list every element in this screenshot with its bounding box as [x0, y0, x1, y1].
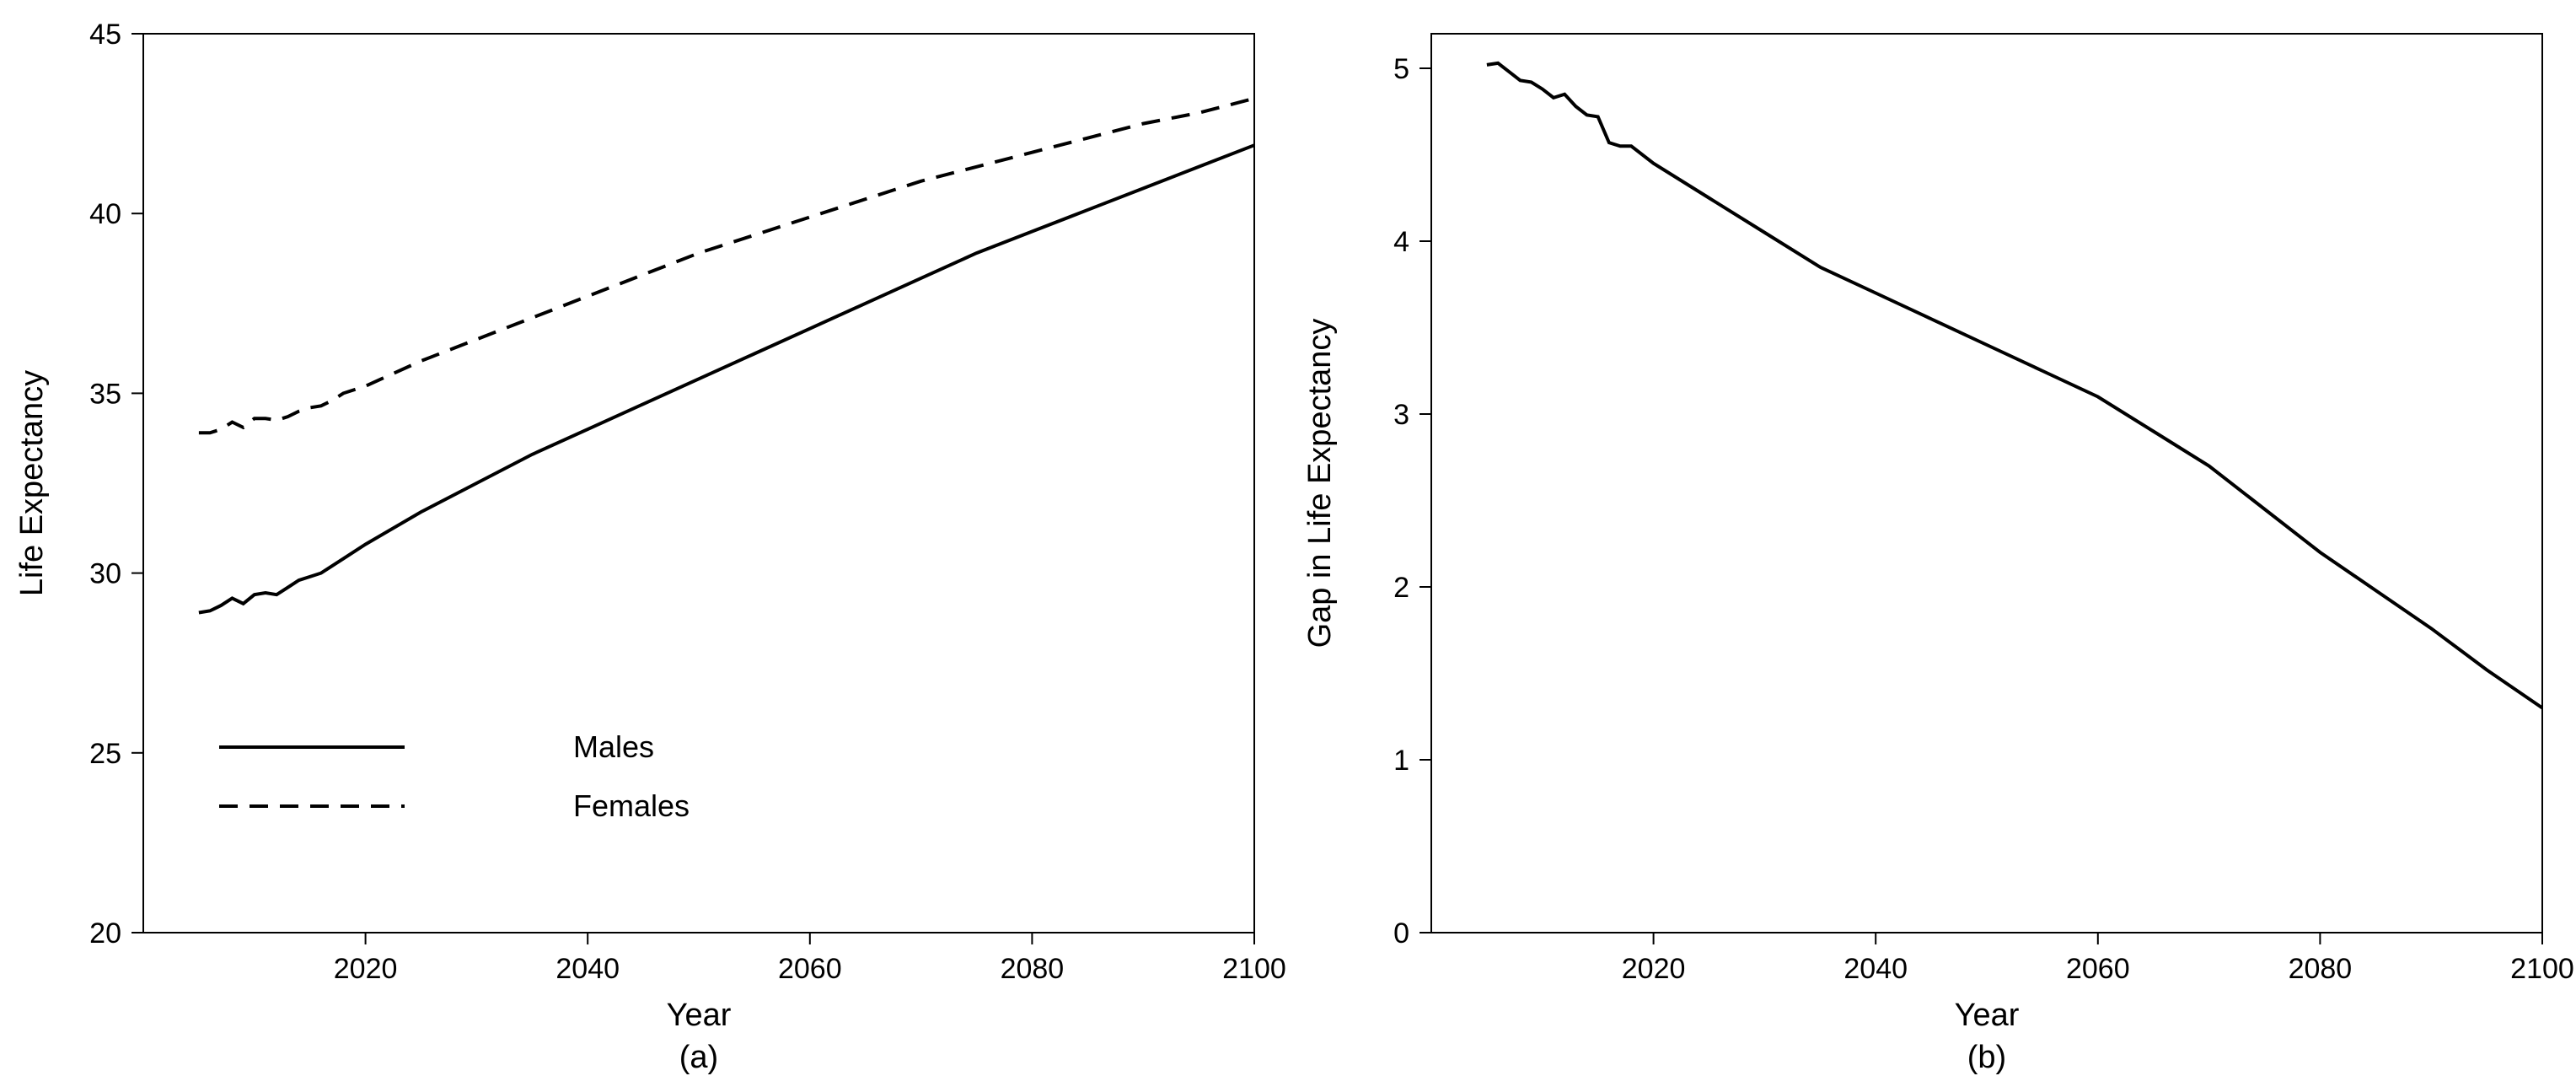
x-tick-label: 2020 — [1622, 953, 1686, 985]
chart-a-svg: 2020 2040 2060 2080 2100 20 25 30 35 40 45 Year (a) L… — [0, 0, 1288, 1076]
legend-label-males: Males — [573, 729, 654, 764]
x-tick-label: 2100 — [1222, 953, 1286, 985]
series-males — [199, 145, 1254, 612]
x-axis-label: Year — [1955, 998, 2020, 1033]
panel-a: 2020 2040 2060 2080 2100 20 25 30 35 40 45 Year (a) L… — [0, 0, 1288, 1076]
y-tick-label: 3 — [1393, 399, 1409, 431]
y-tick-label: 30 — [89, 558, 121, 590]
x-tick-label: 2080 — [1001, 953, 1065, 985]
series-gap — [1487, 63, 2542, 708]
y-tick-label: 25 — [89, 738, 121, 770]
y-tick-label: 0 — [1393, 917, 1409, 950]
y-tick-label: 4 — [1393, 226, 1409, 258]
panel-b: 2020 2040 2060 2080 2100 0 1 2 3 4 5 Year (b) Gap in … — [1288, 0, 2576, 1076]
y-tick-label: 1 — [1393, 745, 1409, 777]
y-axis-label: Life Expectancy — [14, 370, 50, 596]
series-females — [199, 99, 1254, 433]
chart-b-svg: 2020 2040 2060 2080 2100 0 1 2 3 4 5 Year (b) Gap in … — [1288, 0, 2576, 1076]
x-tick-label: 2060 — [778, 953, 842, 985]
x-tick-label: 2100 — [2510, 953, 2574, 985]
plot-border — [143, 34, 1254, 933]
x-tick-label: 2080 — [2289, 953, 2353, 985]
y-tick-label: 20 — [89, 917, 121, 950]
y-tick-label: 35 — [89, 378, 121, 410]
subcaption: (b) — [1967, 1040, 2006, 1075]
x-tick-label: 2020 — [334, 953, 398, 985]
y-axis-label: Gap in Life Expectancy — [1302, 319, 1338, 648]
x-tick-label: 2060 — [2066, 953, 2130, 985]
y-tick-label: 45 — [89, 19, 121, 51]
x-axis-label: Year — [667, 998, 732, 1033]
x-tick-label: 2040 — [1843, 953, 1908, 985]
x-tick-label: 2040 — [555, 953, 620, 985]
y-tick-label: 5 — [1393, 53, 1409, 85]
y-tick-label: 2 — [1393, 572, 1409, 604]
plot-border — [1431, 34, 2542, 933]
legend-label-females: Females — [573, 788, 690, 823]
subcaption: (a) — [679, 1040, 718, 1075]
y-tick-label: 40 — [89, 198, 121, 230]
figure-container: 20202040206020802100202530354045Year(a)L… — [0, 0, 2576, 1076]
